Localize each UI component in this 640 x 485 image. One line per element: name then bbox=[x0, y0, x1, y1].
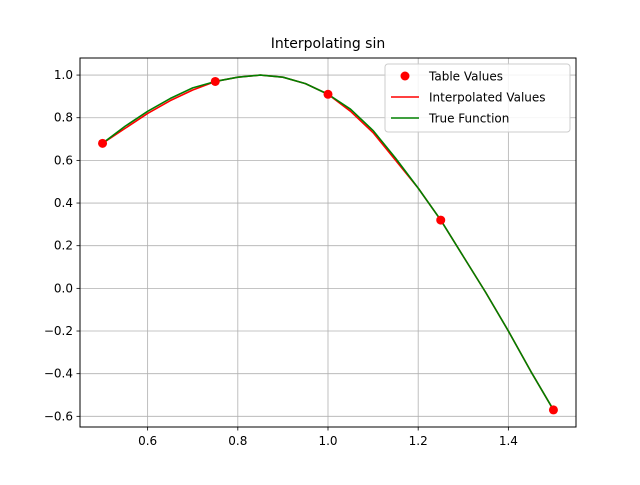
y-tick-label: −0.2 bbox=[44, 324, 73, 338]
axis-ticks: 0.6 0.8 1.0 1.2 1.4 −0.6 −0.4 −0.2 0.0 0.2 0.4 0.6 0… bbox=[44, 68, 518, 448]
y-tick-label: 1.0 bbox=[54, 68, 73, 82]
x-tick-label: 0.6 bbox=[138, 434, 157, 448]
legend-label: True Function bbox=[428, 112, 509, 126]
y-tick-label: 0.0 bbox=[54, 281, 73, 295]
legend-marker bbox=[400, 71, 410, 81]
data-point bbox=[210, 76, 220, 86]
y-tick-label: −0.6 bbox=[44, 409, 73, 423]
x-tick-label: 0.8 bbox=[228, 434, 247, 448]
chart-title: Interpolating sin bbox=[271, 36, 385, 52]
data-point bbox=[548, 405, 558, 415]
data-point bbox=[98, 138, 108, 148]
legend-label: Interpolated Values bbox=[429, 91, 546, 105]
x-tick-label: 1.2 bbox=[409, 434, 428, 448]
legend-box bbox=[384, 63, 571, 133]
legend-label: Table Values bbox=[428, 70, 503, 84]
series-points bbox=[98, 76, 558, 415]
data-point bbox=[436, 215, 446, 225]
x-tick-label: 1.4 bbox=[499, 434, 518, 448]
y-tick-label: 0.4 bbox=[54, 196, 73, 210]
y-tick-label: −0.4 bbox=[44, 367, 73, 381]
legend: Table Values Interpolated Values True Func… bbox=[384, 63, 571, 133]
y-tick-label: 0.2 bbox=[54, 239, 73, 253]
x-tick-label: 1.0 bbox=[318, 434, 337, 448]
y-tick-label: 0.6 bbox=[54, 153, 73, 167]
y-tick-label: 0.8 bbox=[54, 111, 73, 125]
data-point bbox=[323, 89, 333, 99]
